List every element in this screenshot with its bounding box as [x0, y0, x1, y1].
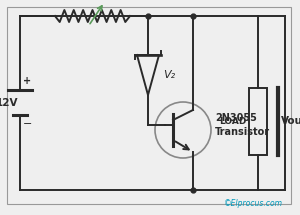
Text: ©Elprocus.com: ©Elprocus.com [224, 199, 283, 208]
Text: 12V: 12V [0, 97, 18, 108]
Bar [249, 88, 267, 155]
Text: V₂: V₂ [163, 70, 175, 80]
Text: LOAD: LOAD [220, 117, 247, 126]
Text: −: − [23, 119, 32, 129]
Text: +: + [23, 76, 31, 86]
Text: 2N3055: 2N3055 [215, 113, 257, 123]
Text: Rs: Rs [106, 0, 120, 1]
Text: Vout: Vout [281, 117, 300, 126]
Text: Transistor: Transistor [215, 127, 270, 137]
